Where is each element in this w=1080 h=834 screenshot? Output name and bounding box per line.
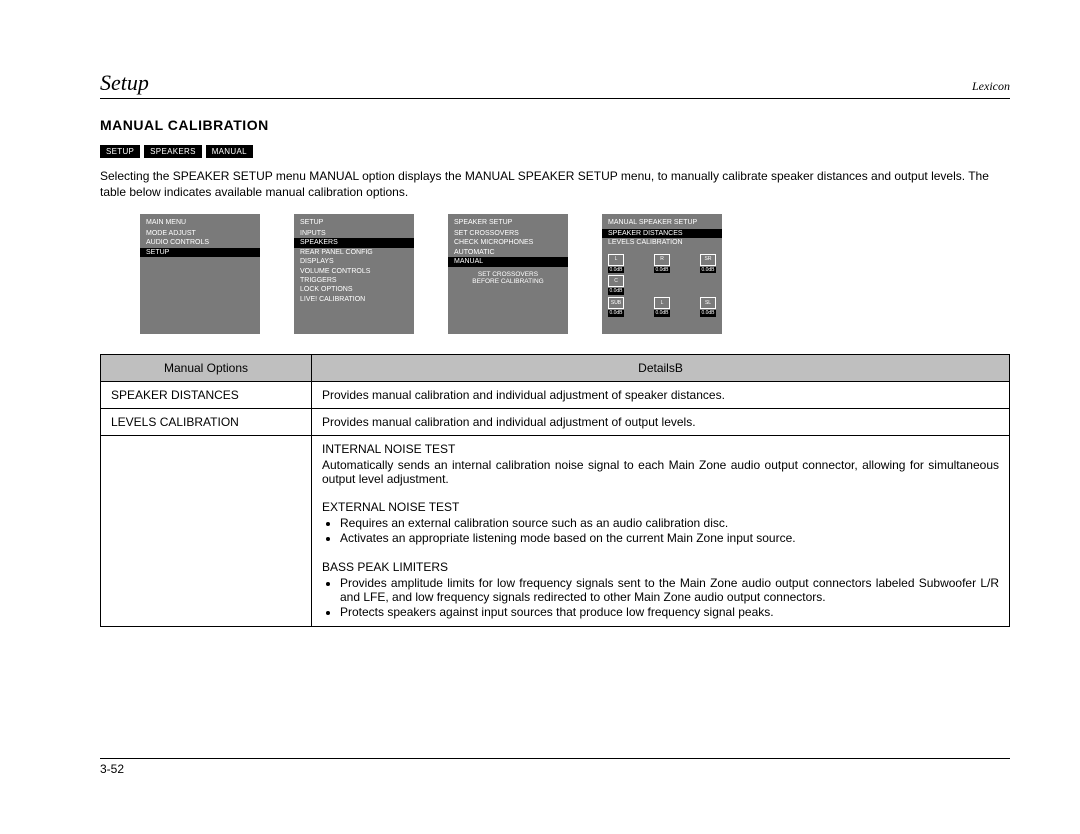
option-detail: INTERNAL NOISE TEST Automatically sends … [312, 436, 1010, 627]
db-value: 0.0dB [608, 310, 623, 317]
menu-item: LEVELS CALIBRATION [602, 238, 722, 247]
breadcrumb: SETUP SPEAKERS MANUAL [100, 145, 1010, 158]
speaker-icon: SR [700, 254, 716, 266]
speaker-icon: C [608, 275, 624, 287]
menu-speaker-setup: SPEAKER SETUP SET CROSSOVERS CHECK MICRO… [448, 214, 568, 334]
nav-tag-setup: SETUP [100, 145, 140, 158]
menu-item-selected: SETUP [140, 248, 260, 257]
bullet-item: Provides amplitude limits for low freque… [340, 576, 999, 604]
menu-title: SETUP [294, 218, 414, 228]
menu-note: SET CROSSOVERS BEFORE CALIBRATING [448, 267, 568, 287]
options-table: Manual Options DetailsB SPEAKER DISTANCE… [100, 354, 1010, 627]
page-header: Setup Lexicon [100, 70, 1010, 99]
menu-item: DISPLAYS [294, 257, 414, 266]
menu-item: SET CROSSOVERS [448, 229, 568, 238]
intro-text: Selecting the SPEAKER SETUP menu MANUAL … [100, 168, 1010, 200]
menu-item-selected: MANUAL [448, 257, 568, 266]
page-container: Setup Lexicon MANUAL CALIBRATION SETUP S… [0, 0, 1080, 834]
db-value: 0.0dB [654, 310, 669, 317]
speaker-icon: L [654, 297, 670, 309]
option-name: SPEAKER DISTANCES [101, 382, 312, 409]
menu-item: LOCK OPTIONS [294, 285, 414, 294]
table-row: SPEAKER DISTANCES Provides manual calibr… [101, 382, 1010, 409]
speaker-icon: SUB [608, 297, 624, 309]
table-row: INTERNAL NOISE TEST Automatically sends … [101, 436, 1010, 627]
nav-tag-manual: MANUAL [206, 145, 253, 158]
speaker-diagram: L0.0dB R0.0dB SR0.0dB C0.0dB SUB0.0dB L0… [602, 254, 722, 317]
menu-item: REAR PANEL CONFIG [294, 248, 414, 257]
speaker-icon: SL [700, 297, 716, 309]
menu-title: SPEAKER SETUP [448, 218, 568, 228]
db-value: 0.0dB [700, 267, 715, 274]
bullet-item: Protects speakers against input sources … [340, 605, 999, 619]
table-row: LEVELS CALIBRATION Provides manual calib… [101, 409, 1010, 436]
option-detail: Provides manual calibration and individu… [312, 409, 1010, 436]
option-name: LEVELS CALIBRATION [101, 409, 312, 436]
header-right: Lexicon [972, 79, 1010, 94]
bullet-item: Activates an appropriate listening mode … [340, 531, 999, 545]
db-value: 0.0dB [700, 310, 715, 317]
db-value: 0.0dB [608, 267, 623, 274]
menu-setup: SETUP INPUTS SPEAKERS REAR PANEL CONFIG … [294, 214, 414, 334]
detail-text: Automatically sends an internal calibrat… [322, 458, 999, 486]
menu-item: CHECK MICROPHONES [448, 238, 568, 247]
subheading: BASS PEAK LIMITERS [322, 560, 999, 574]
nav-tag-speakers: SPEAKERS [144, 145, 202, 158]
subheading: INTERNAL NOISE TEST [322, 442, 999, 456]
menu-title: MANUAL SPEAKER SETUP [602, 218, 722, 228]
db-value: 0.0dB [608, 288, 623, 295]
bullet-item: Requires an external calibration source … [340, 516, 999, 530]
menu-item: INPUTS [294, 229, 414, 238]
menu-item: TRIGGERS [294, 276, 414, 285]
subheading: EXTERNAL NOISE TEST [322, 500, 999, 514]
bullet-list: Provides amplitude limits for low freque… [322, 576, 999, 619]
menu-item: AUDIO CONTROLS [140, 238, 260, 247]
page-number: 3-52 [100, 758, 1010, 776]
menu-screenshots: MAIN MENU MODE ADJUST AUDIO CONTROLS SET… [140, 214, 1010, 334]
option-name [101, 436, 312, 627]
section-title: MANUAL CALIBRATION [100, 117, 1010, 133]
menu-item-selected: SPEAKER DISTANCES [602, 229, 722, 238]
menu-title: MAIN MENU [140, 218, 260, 228]
menu-item: MODE ADJUST [140, 229, 260, 238]
menu-main: MAIN MENU MODE ADJUST AUDIO CONTROLS SET… [140, 214, 260, 334]
menu-item: LIVE! CALIBRATION [294, 295, 414, 304]
table-header-details: DetailsB [312, 355, 1010, 382]
speaker-icon: L [608, 254, 624, 266]
option-detail: Provides manual calibration and individu… [312, 382, 1010, 409]
menu-item-selected: SPEAKERS [294, 238, 414, 247]
bullet-list: Requires an external calibration source … [322, 516, 999, 545]
menu-item: VOLUME CONTROLS [294, 267, 414, 276]
speaker-icon: R [654, 254, 670, 266]
menu-item: AUTOMATIC [448, 248, 568, 257]
header-left: Setup [100, 70, 149, 96]
db-value: 0.0dB [654, 267, 669, 274]
table-header-options: Manual Options [101, 355, 312, 382]
menu-manual-speaker-setup: MANUAL SPEAKER SETUP SPEAKER DISTANCES L… [602, 214, 722, 334]
